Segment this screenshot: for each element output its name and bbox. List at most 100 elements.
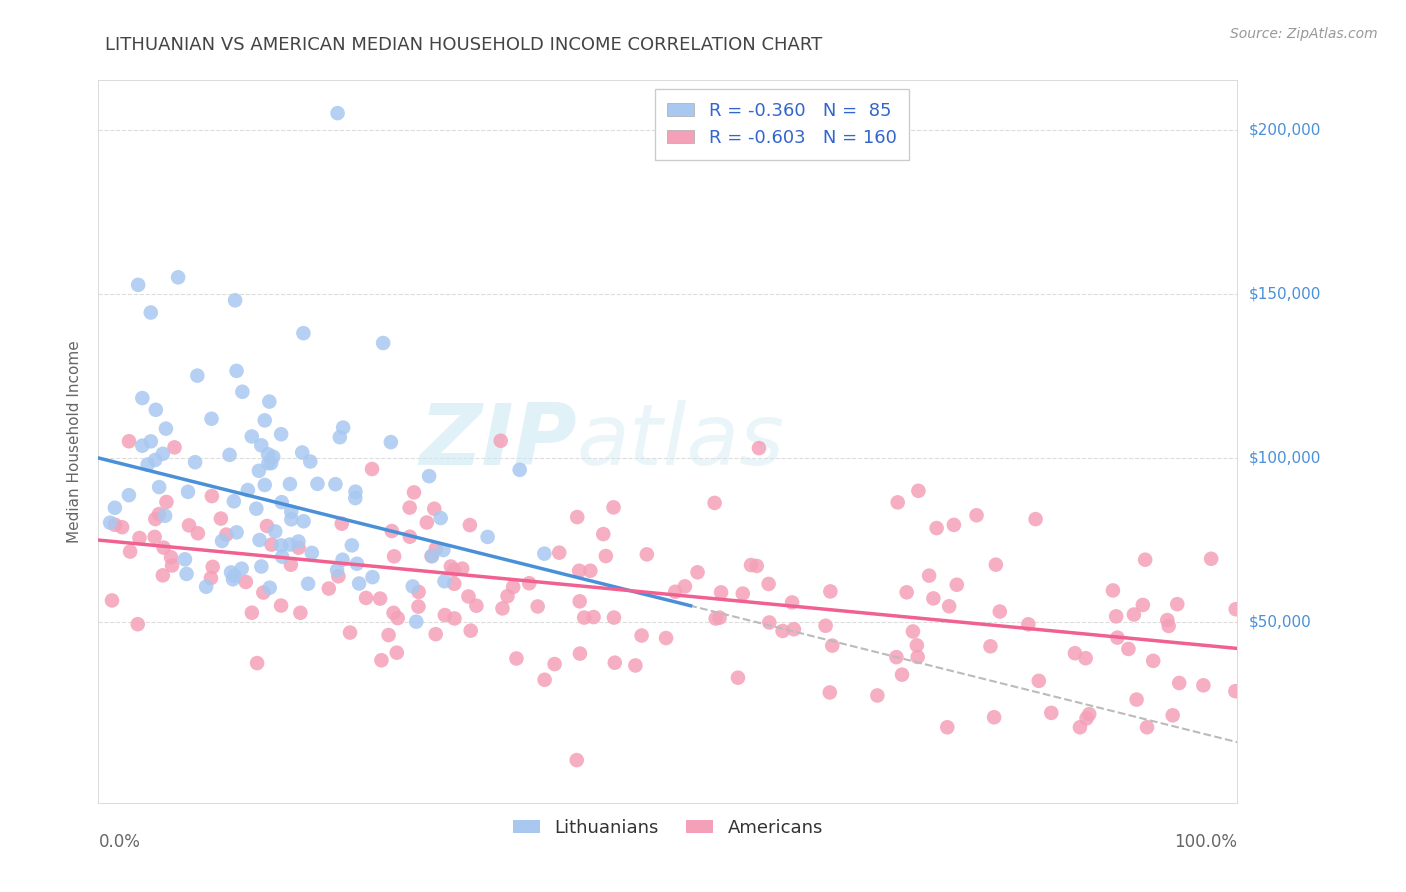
- Point: [101, 593, 124, 607]
- Point: [432, 543, 454, 558]
- Point: [1040, 706, 1063, 720]
- Point: [1105, 609, 1128, 624]
- Point: [329, 430, 352, 444]
- Point: [429, 511, 451, 525]
- Point: [533, 547, 555, 561]
- Point: [347, 576, 370, 591]
- Point: [905, 638, 928, 652]
- Point: [330, 516, 353, 531]
- Point: [160, 558, 183, 573]
- Point: [568, 594, 591, 608]
- Point: [152, 541, 174, 555]
- Point: [907, 650, 929, 665]
- Point: [1136, 720, 1159, 734]
- Point: [326, 106, 349, 120]
- Point: [186, 368, 208, 383]
- Point: [354, 591, 377, 605]
- Point: [257, 447, 280, 461]
- Point: [731, 586, 754, 600]
- Point: [387, 611, 409, 625]
- Point: [215, 527, 238, 541]
- Point: [136, 458, 159, 472]
- Point: [405, 615, 427, 629]
- Point: [408, 585, 430, 599]
- Point: [983, 710, 1005, 724]
- Point: [489, 434, 512, 448]
- Point: [901, 624, 924, 639]
- Point: [1125, 692, 1147, 706]
- Point: [292, 326, 315, 341]
- Point: [290, 606, 312, 620]
- Point: [259, 581, 281, 595]
- Point: [143, 530, 166, 544]
- Point: [1028, 673, 1050, 688]
- Point: [167, 270, 190, 285]
- Point: [163, 441, 186, 455]
- Point: [780, 595, 803, 609]
- Point: [727, 671, 749, 685]
- Point: [270, 495, 292, 509]
- Point: [1107, 631, 1129, 645]
- Point: [572, 610, 595, 624]
- Point: [148, 480, 170, 494]
- Point: [425, 627, 447, 641]
- Point: [709, 610, 731, 624]
- Point: [245, 501, 267, 516]
- Point: [402, 485, 425, 500]
- Point: [866, 689, 889, 703]
- Point: [420, 549, 443, 563]
- Point: [240, 429, 263, 443]
- Text: ZIP: ZIP: [419, 400, 576, 483]
- Point: [201, 489, 224, 503]
- Point: [143, 453, 166, 467]
- Point: [222, 572, 245, 586]
- Point: [686, 566, 709, 580]
- Point: [250, 438, 273, 452]
- Point: [443, 611, 465, 625]
- Point: [505, 651, 527, 665]
- Point: [325, 477, 347, 491]
- Point: [270, 538, 292, 552]
- Point: [1122, 607, 1144, 622]
- Point: [1074, 651, 1097, 665]
- Point: [491, 601, 513, 615]
- Point: [408, 599, 430, 614]
- Point: [440, 559, 463, 574]
- Point: [218, 448, 240, 462]
- Point: [758, 577, 780, 591]
- Point: [120, 544, 142, 558]
- Point: [222, 494, 245, 508]
- Text: atlas: atlas: [576, 400, 785, 483]
- Point: [153, 508, 176, 523]
- Point: [443, 576, 465, 591]
- Point: [1102, 583, 1125, 598]
- Point: [745, 558, 768, 573]
- Point: [418, 469, 440, 483]
- Point: [433, 608, 456, 623]
- Point: [565, 753, 588, 767]
- Point: [385, 646, 408, 660]
- Point: [814, 619, 837, 633]
- Point: [249, 533, 271, 547]
- Point: [145, 402, 167, 417]
- Point: [420, 549, 443, 563]
- Text: Source: ZipAtlas.com: Source: ZipAtlas.com: [1230, 27, 1378, 41]
- Point: [143, 512, 166, 526]
- Point: [326, 563, 349, 577]
- Point: [595, 549, 617, 563]
- Point: [1118, 642, 1140, 657]
- Point: [104, 517, 127, 532]
- Point: [703, 496, 725, 510]
- Point: [247, 464, 270, 478]
- Point: [299, 454, 322, 468]
- Point: [200, 411, 222, 425]
- Point: [104, 500, 127, 515]
- Point: [287, 534, 309, 549]
- Point: [603, 656, 626, 670]
- Point: [398, 500, 420, 515]
- Point: [278, 537, 301, 551]
- Point: [624, 658, 647, 673]
- Point: [370, 653, 392, 667]
- Point: [344, 484, 367, 499]
- Point: [886, 495, 908, 509]
